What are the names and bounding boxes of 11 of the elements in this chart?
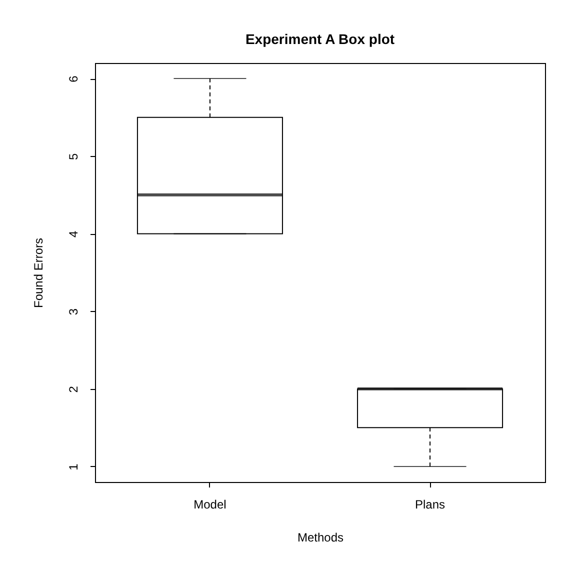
x-tick-label: Plans [415,498,446,512]
y-tick-label: 1 [66,463,80,470]
y-tick-label: 3 [66,308,80,316]
y-tick-label: 6 [66,75,80,82]
y-tick-label: 4 [66,230,80,238]
chart-title: Experiment A Box plot [245,31,395,47]
x-tick-label: Model [194,498,226,512]
y-tick-label: 5 [66,152,80,160]
y-axis-title: Found Errors [32,238,46,308]
x-axis-title: Methods [297,530,344,544]
y-tick-label: 2 [66,386,80,393]
